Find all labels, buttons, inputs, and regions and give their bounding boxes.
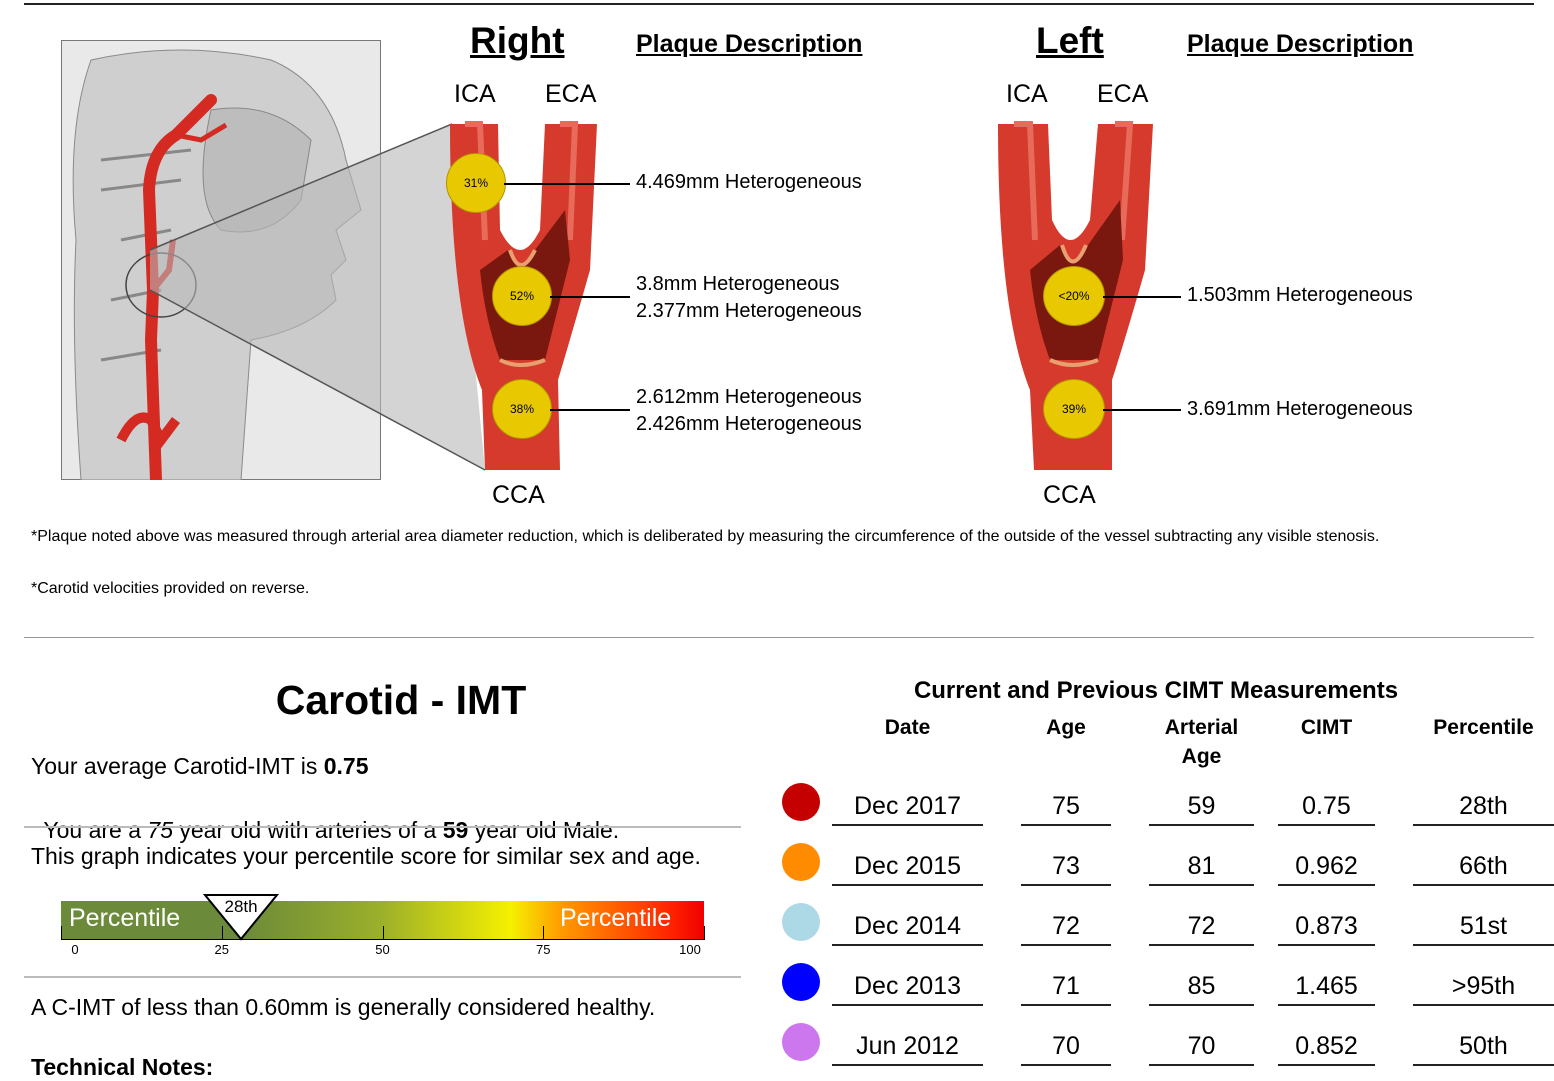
percentile-tick bbox=[221, 926, 223, 940]
cell-age: 75 bbox=[1021, 788, 1111, 826]
cell-date: Dec 2014 bbox=[832, 908, 983, 946]
left-cca-label: CCA bbox=[1043, 481, 1096, 509]
right-eca-label: ECA bbox=[545, 80, 597, 108]
right-ica-label: ICA bbox=[454, 80, 496, 108]
cell-cimt: 1.465 bbox=[1278, 968, 1375, 1006]
cell-percentile: 50th bbox=[1413, 1028, 1554, 1066]
right-plaque-desc-1: 4.469mm Heterogeneous bbox=[636, 171, 862, 193]
left-plaque-description-heading: Plaque Description bbox=[1187, 30, 1414, 58]
left-plaque-desc-2: 3.691mm Heterogeneous bbox=[1187, 398, 1413, 420]
zoom-projection bbox=[149, 123, 486, 471]
left-eca-label: ECA bbox=[1097, 80, 1149, 108]
row-color-dot bbox=[782, 1023, 820, 1061]
arterial-age-line: You are a 75 year old with arteries of a… bbox=[43, 817, 620, 843]
percentile-ticks: 0 25 50 75 100 bbox=[61, 926, 705, 962]
cell-age: 71 bbox=[1021, 968, 1111, 1006]
header-cimt: CIMT bbox=[1300, 716, 1353, 739]
healthy-threshold-text: A C-IMT of less than 0.60mm is generally… bbox=[31, 994, 656, 1020]
percentile-right-label: Percentile bbox=[560, 904, 672, 932]
cell-date: Dec 2017 bbox=[832, 788, 983, 826]
cell-age: 73 bbox=[1021, 848, 1111, 886]
right-leader-3 bbox=[550, 409, 630, 411]
row-color-dot bbox=[782, 783, 820, 821]
percentile-tick bbox=[704, 926, 705, 940]
graph-caption: This graph indicates your percentile sco… bbox=[31, 843, 701, 869]
percentile-tick-label: 0 bbox=[71, 942, 79, 957]
right-leader-1 bbox=[504, 183, 630, 185]
cell-arterial-age: 59 bbox=[1149, 788, 1254, 826]
row-color-dot bbox=[782, 903, 820, 941]
left-ica-label: ICA bbox=[1006, 80, 1048, 108]
cell-percentile: 66th bbox=[1413, 848, 1554, 886]
cell-age: 72 bbox=[1021, 908, 1111, 946]
percentile-tick bbox=[543, 926, 545, 940]
cell-arterial-age: 81 bbox=[1149, 848, 1254, 886]
cell-age: 70 bbox=[1021, 1028, 1111, 1066]
left-plaque-desc-1: 1.503mm Heterogeneous bbox=[1187, 284, 1413, 306]
top-rule bbox=[24, 3, 1534, 5]
cell-arterial-age: 72 bbox=[1149, 908, 1254, 946]
cell-date: Dec 2013 bbox=[832, 968, 983, 1006]
right-plaque-badge-1: 31% bbox=[446, 153, 506, 213]
right-heading: Right bbox=[470, 20, 565, 61]
left-plaque-badge-2: 39% bbox=[1043, 379, 1105, 439]
right-plaque-badge-2: 52% bbox=[492, 266, 552, 326]
left-plaque-badge-1: <20% bbox=[1043, 266, 1105, 326]
row-color-dot bbox=[782, 963, 820, 1001]
right-plaque-description-heading: Plaque Description bbox=[636, 30, 863, 58]
cimt-table-title: Current and Previous CIMT Measurements bbox=[913, 677, 1399, 704]
arterial-age: 59 bbox=[442, 817, 469, 843]
left-leader-2 bbox=[1103, 409, 1181, 411]
imt-rule-2 bbox=[24, 976, 741, 978]
header-date: Date bbox=[884, 716, 931, 739]
cell-cimt: 0.852 bbox=[1278, 1028, 1375, 1066]
percentile-marker-label: 28th bbox=[224, 897, 258, 916]
plaque-measurement-note: *Plaque noted above was measured through… bbox=[31, 528, 1380, 545]
average-imt-value: 0.75 bbox=[323, 753, 369, 779]
average-imt-line: Your average Carotid-IMT is 0.75 bbox=[31, 753, 369, 779]
cell-arterial-age: 85 bbox=[1149, 968, 1254, 1006]
row-color-dot bbox=[782, 843, 820, 881]
imt-rule-1 bbox=[24, 826, 741, 828]
cell-date: Jun 2012 bbox=[832, 1028, 983, 1066]
left-heading: Left bbox=[1036, 20, 1104, 61]
left-leader-1 bbox=[1103, 296, 1181, 298]
cell-arterial-age: 70 bbox=[1149, 1028, 1254, 1066]
cell-cimt: 0.962 bbox=[1278, 848, 1375, 886]
cell-cimt: 0.75 bbox=[1278, 788, 1375, 826]
header-age: Age bbox=[1046, 716, 1086, 739]
right-plaque-desc-3: 2.612mm Heterogeneous 2.426mm Heterogene… bbox=[636, 386, 862, 435]
right-plaque-badge-3: 38% bbox=[492, 379, 552, 439]
imt-title: Carotid - IMT bbox=[275, 677, 527, 723]
cell-percentile: >95th bbox=[1413, 968, 1554, 1006]
technical-notes-heading: Technical Notes: bbox=[31, 1054, 214, 1080]
patient-age: 75 bbox=[147, 817, 173, 843]
percentile-tick-label: 75 bbox=[536, 942, 551, 957]
percentile-tick bbox=[61, 926, 62, 940]
percentile-tick bbox=[382, 926, 384, 940]
percentile-tick-label: 100 bbox=[679, 942, 701, 957]
header-percentile: Percentile bbox=[1433, 716, 1534, 739]
cell-cimt: 0.873 bbox=[1278, 908, 1375, 946]
right-cca-label: CCA bbox=[492, 481, 545, 509]
percentile-left-label: Percentile bbox=[69, 904, 181, 932]
percentile-tick-label: 50 bbox=[375, 942, 390, 957]
section-divider bbox=[24, 637, 1534, 638]
percentile-marker bbox=[202, 894, 280, 941]
cell-percentile: 28th bbox=[1413, 788, 1554, 826]
header-arterial-age: Arterial Age bbox=[1164, 716, 1239, 768]
right-leader-2 bbox=[550, 296, 630, 298]
cell-date: Dec 2015 bbox=[832, 848, 983, 886]
right-plaque-desc-2: 3.8mm Heterogeneous 2.377mm Heterogeneou… bbox=[636, 273, 862, 322]
percentile-tick-label: 25 bbox=[214, 942, 229, 957]
cell-percentile: 51st bbox=[1413, 908, 1554, 946]
velocities-note: *Carotid velocities provided on reverse. bbox=[31, 580, 310, 597]
